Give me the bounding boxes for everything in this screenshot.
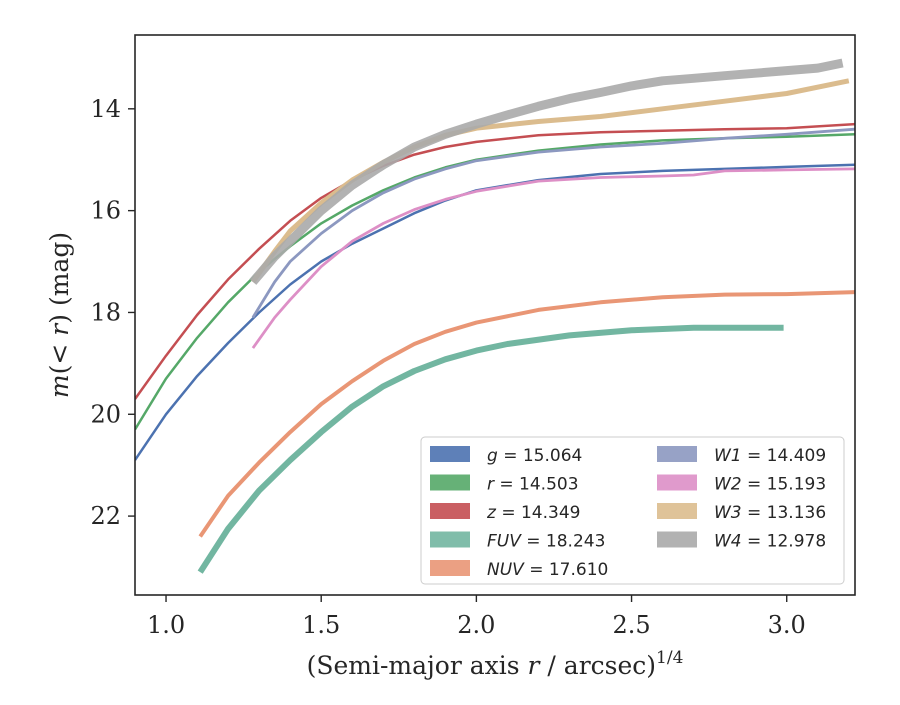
- legend-label-w4: W4 = 12.978: [714, 532, 826, 552]
- legend-swatch-w2: [657, 474, 697, 491]
- series-line-w1: [251, 127, 855, 319]
- y-tick-label: 18: [90, 298, 121, 326]
- legend-swatch-nuv: [430, 560, 470, 576]
- legend-swatch-g: [430, 446, 470, 462]
- x-tick-label: 1.5: [302, 611, 340, 639]
- y-tick-label: 22: [90, 502, 121, 530]
- legend-label-w3: W3 = 13.136: [714, 503, 826, 523]
- x-tick-label: 3.0: [768, 611, 806, 639]
- y-axis-label-close: ) (mag): [45, 232, 74, 324]
- legend-swatch-w3: [657, 503, 697, 519]
- legend-swatch-fuv: [430, 531, 470, 548]
- y-axis-label-r: r: [45, 322, 74, 336]
- series-layer: [135, 58, 855, 574]
- y-tick-label: 20: [90, 400, 121, 428]
- x-axis-label-main: (Semi-major axis: [307, 651, 528, 680]
- legend-label-w2: W2 = 15.193: [714, 475, 826, 495]
- x-tick-label: 1.0: [147, 611, 185, 639]
- y-axis-label: m(< r) (mag): [45, 232, 74, 398]
- legend-label-z: z = 14.349: [486, 503, 580, 523]
- legend: g = 15.064 r = 14.503 z = 14.349 FUV = 18.2…: [420, 436, 845, 585]
- x-tick-label: 2.0: [457, 611, 495, 639]
- legend-label-w1: W1 = 14.409: [714, 446, 826, 466]
- legend-label-g: g = 15.064: [487, 446, 582, 466]
- legend-swatch-w1: [657, 446, 697, 462]
- y-tick-label: 14: [90, 95, 121, 123]
- x-axis-label-var: r: [528, 651, 542, 680]
- series-line-fuv: [197, 324, 784, 574]
- x-axis-label: (Semi-major axis r / arcsec)1/4: [307, 648, 684, 680]
- series-line-r: [135, 133, 855, 431]
- plot-frame: [134, 34, 856, 596]
- x-axis-label-exponent: 1/4: [656, 648, 683, 668]
- legend-label-nuv: NUV = 17.610: [487, 560, 608, 580]
- legend-box: [420, 436, 845, 585]
- y-axis-label-open: (<: [45, 336, 74, 375]
- series-line-w2: [251, 167, 855, 349]
- x-axis-label-rest: / arcsec): [539, 651, 656, 680]
- y-tick-label: 16: [90, 197, 121, 225]
- legend-label-r: r = 14.503: [487, 475, 579, 495]
- legend-swatch-z: [430, 503, 470, 519]
- axes-layer: 1.0 1.5 2.0 2.5 3.0 14 16 18 20 22: [90, 95, 805, 639]
- legend-swatch-w4: [657, 531, 697, 548]
- series-line-g: [135, 163, 855, 461]
- legend-label-fuv: FUV = 18.243: [487, 532, 605, 552]
- series-line-nuv: [198, 290, 855, 538]
- series-line-z: [135, 122, 855, 400]
- legend-items: g = 15.064 r = 14.503 z = 14.349 FUV = 18.2…: [430, 446, 826, 580]
- series-line-w4: [249, 58, 844, 285]
- x-tick-label: 2.5: [612, 611, 650, 639]
- y-axis-label-m: m: [45, 374, 74, 398]
- legend-swatch-r: [430, 474, 470, 491]
